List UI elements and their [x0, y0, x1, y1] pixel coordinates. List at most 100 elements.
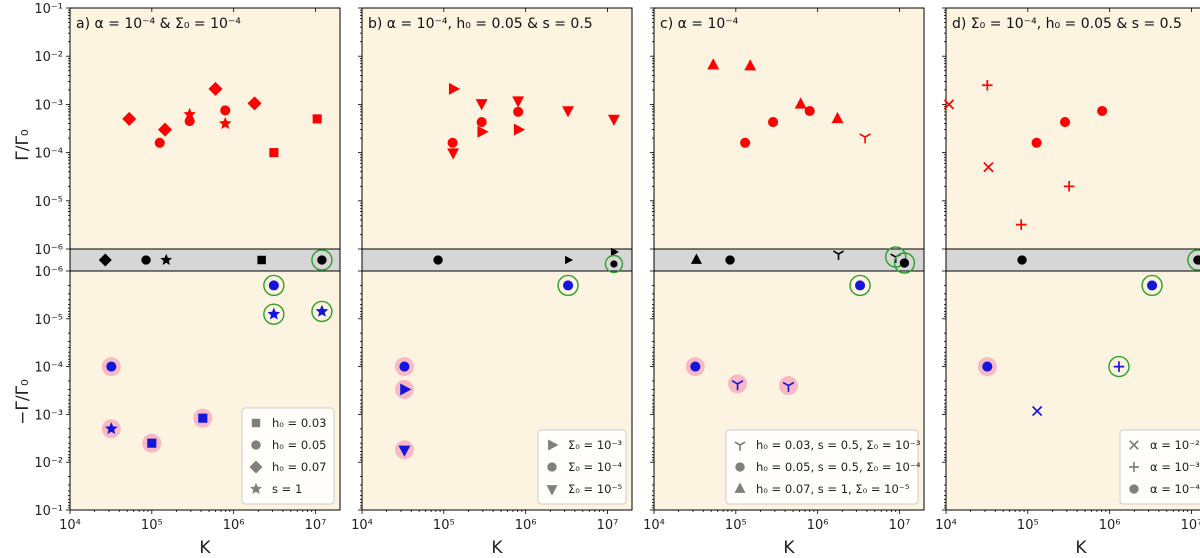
data-point-positive	[744, 59, 757, 71]
x-tick-label: 10⁴	[935, 518, 957, 533]
data-point-negative	[1147, 280, 1158, 291]
panel-1: 10⁴ 10⁵ 10⁶ 10⁷ Kb) α = 10⁻⁴, h₀ = 0.05 & s …	[351, 7, 633, 558]
y-tick-label-top: 10⁻⁵	[34, 195, 63, 210]
data-point-band	[610, 247, 619, 257]
data-point-band	[433, 255, 443, 265]
legend-marker	[251, 418, 261, 428]
y-tick-label-bottom: 10⁻²	[34, 456, 63, 471]
legend: h₀ = 0.03 h₀ = 0.05 h₀ = 0.07 s = 1	[241, 407, 335, 505]
data-point-ring	[849, 274, 871, 297]
data-point-positive	[1063, 181, 1075, 192]
data-point-positive	[804, 105, 815, 117]
x-tick-label: 10⁶	[223, 518, 245, 533]
data-point-ring	[1187, 249, 1200, 271]
data-point-band	[317, 255, 327, 265]
data-point-positive	[447, 137, 458, 148]
legend-box	[241, 407, 335, 505]
data-point-positive	[122, 111, 137, 126]
data-point-positive	[740, 137, 751, 148]
data-point-positive	[1059, 117, 1071, 128]
panel-top-background	[654, 8, 924, 249]
data-point-band	[833, 250, 844, 260]
x-tick-label: 10⁷	[889, 518, 911, 533]
panel-band-background	[946, 249, 1200, 271]
panel-band-background	[654, 249, 924, 271]
data-point-negative	[267, 307, 281, 320]
panel-top-background	[946, 8, 1200, 249]
x-tick-label: 10⁶	[515, 518, 537, 533]
panel-band-background	[70, 249, 340, 271]
data-point-negative	[1113, 361, 1125, 372]
data-point-band	[899, 258, 910, 268]
panel-3: 10⁴ 10⁵ 10⁶ 10⁷ Kd) Σ₀ = 10⁻⁴, h₀ = 0.05 & s…	[935, 7, 1200, 558]
data-point-positive	[512, 96, 525, 108]
data-point-positive	[269, 148, 279, 158]
panel-top-background	[70, 8, 340, 249]
data-point-negative	[105, 422, 118, 435]
data-point-positive	[184, 116, 195, 127]
data-point-positive	[1015, 219, 1027, 230]
y-tick-label-top: 10⁻⁴	[34, 147, 63, 162]
legend-marker	[251, 440, 261, 450]
legend: Σ₀ = 10⁻³ Σ₀ = 10⁻⁴ Σ₀ = 10⁻⁵	[537, 429, 627, 505]
legend-marker	[249, 460, 263, 474]
y-tick-label-bottom: 10⁻⁴	[34, 361, 63, 376]
data-point-band	[1017, 255, 1027, 265]
legend-label: s = 1	[272, 482, 302, 496]
x-tick-label: 10⁶	[807, 518, 829, 533]
legend-marker	[547, 462, 557, 472]
legend: α = 10⁻² α = 10⁻³ α = 10⁻⁴	[1119, 429, 1200, 505]
x-tick-label: 10⁴	[643, 518, 665, 533]
data-point-positive	[982, 79, 993, 91]
data-point-negative	[400, 383, 412, 396]
legend-label: h₀ = 0.05, s = 0.5, Σ₀ = 10⁻⁴	[756, 460, 921, 474]
legend-marker	[734, 482, 746, 493]
data-point-band	[1193, 255, 1200, 265]
data-point-band	[141, 255, 151, 265]
data-point-positive	[707, 58, 720, 70]
y-tick-label-top: 10⁻⁶	[34, 243, 63, 258]
data-point-ring	[893, 252, 916, 274]
data-point-positive	[859, 133, 871, 144]
panel-title: c) α = 10⁻⁴	[660, 16, 739, 32]
y-tick-label-top: 10⁻¹	[34, 2, 63, 17]
panel-title: a) α = 10⁻⁴ & Σ₀ = 10⁻⁴	[76, 16, 241, 32]
data-point-ring	[604, 254, 624, 274]
legend-label: Σ₀ = 10⁻⁵	[568, 482, 623, 496]
legend-label: α = 10⁻²	[1150, 438, 1200, 452]
panel-frame	[653, 7, 925, 511]
data-point-negative	[563, 280, 574, 291]
legend-marker	[735, 462, 745, 472]
legend-marker	[734, 441, 746, 451]
data-point-negative	[106, 361, 117, 372]
legend-label: α = 10⁻³	[1150, 460, 1200, 474]
legend-marker	[250, 482, 262, 494]
legend-label: Σ₀ = 10⁻³	[568, 438, 623, 452]
legend-marker	[1129, 484, 1139, 494]
y-tick-label-bottom: 10⁻⁶	[34, 265, 63, 280]
data-point-positive	[1031, 137, 1042, 148]
legend-label: h₀ = 0.07	[272, 460, 326, 474]
data-point-positive	[607, 114, 620, 126]
data-point-positive	[448, 82, 461, 95]
panels-group: 10⁴ 10⁵ 10⁶ 10⁷ K 10⁻¹ 10⁻² 10⁻³ 10⁻⁴ 10⁻⁵ 10⁻⁶ 10⁻…	[34, 2, 1200, 558]
data-point-band	[690, 253, 702, 264]
panel-title: d) Σ₀ = 10⁻⁴, h₀ = 0.05 & s = 0.5	[952, 16, 1182, 32]
data-point-ring	[311, 300, 333, 323]
legend-label: h₀ = 0.03	[272, 416, 326, 430]
data-point-positive	[447, 148, 460, 160]
panel-2: 10⁴ 10⁵ 10⁶ 10⁷ Kc) α = 10⁻⁴ h₀ = 0.03, s = 0…	[643, 7, 925, 558]
data-point-positive	[218, 116, 232, 129]
y-tick-label-top: 10⁻³	[34, 98, 63, 113]
data-point-positive	[513, 106, 524, 117]
data-point-positive	[158, 122, 173, 137]
data-point-negative	[198, 413, 208, 423]
legend-marker	[1129, 440, 1139, 450]
data-point-negative	[147, 438, 157, 448]
data-point-positive	[220, 105, 231, 116]
x-tick-label: 10⁵	[1017, 518, 1039, 533]
x-axis-label: K	[783, 538, 795, 558]
legend-marker	[1129, 462, 1139, 472]
data-point-positive	[154, 137, 165, 148]
